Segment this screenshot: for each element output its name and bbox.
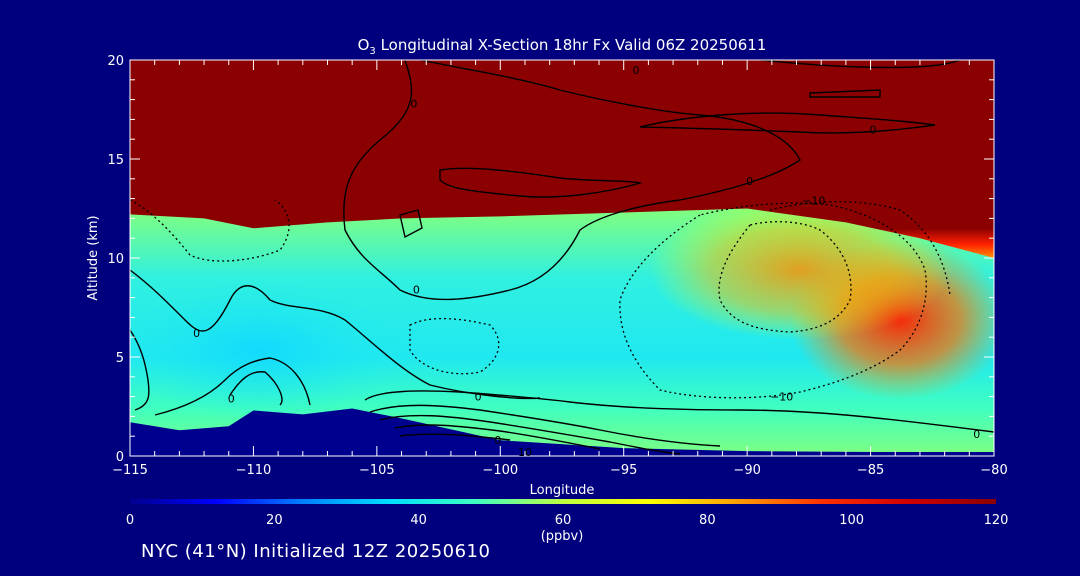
x-axis: −115 −110 −105 −100 −95 −90 −85 −80 bbox=[112, 60, 1008, 478]
x-tick-label: −85 bbox=[857, 463, 884, 478]
contour-label: 0 bbox=[228, 393, 235, 406]
solid-contours bbox=[130, 60, 994, 455]
x-tick-label: −95 bbox=[610, 463, 637, 478]
contour-label: 0 bbox=[870, 123, 877, 136]
contour-label: 0 bbox=[494, 434, 501, 447]
colorbar-tick-label: 100 bbox=[839, 513, 864, 528]
x-tick-label: −105 bbox=[359, 463, 395, 478]
colorbar-tick-label: 80 bbox=[699, 513, 716, 528]
y-tick-label: 20 bbox=[107, 54, 124, 69]
y-tick-label: 15 bbox=[107, 153, 124, 168]
y-tick-label: 0 bbox=[116, 450, 124, 465]
y-axis-title: Altitude (km) bbox=[86, 215, 101, 300]
contour-label: 0 bbox=[973, 428, 980, 441]
colorbar-tick-label: 120 bbox=[984, 513, 1009, 528]
contour-label: −10 bbox=[770, 391, 793, 404]
ozone-field bbox=[130, 60, 994, 456]
colorbar-unit: (ppbv) bbox=[541, 529, 584, 544]
x-tick-label: −115 bbox=[112, 463, 148, 478]
dashed-contours bbox=[130, 199, 951, 399]
x-tick-label: −90 bbox=[733, 463, 760, 478]
colorbar-ticks: 0 20 40 60 80 100 120 bbox=[126, 513, 1009, 528]
chart-title: O3 Longitudinal X-Section 18hr Fx Valid … bbox=[358, 36, 767, 57]
x-tick-label: −110 bbox=[236, 463, 272, 478]
contour-labels: 0 0 0 0 0 0 0 0 0 0 −10 −10 10 bbox=[193, 64, 980, 459]
contour-label: −10 bbox=[802, 195, 825, 208]
colorbar-tick-label: 0 bbox=[126, 513, 134, 528]
low-ozone-region bbox=[130, 280, 400, 420]
stratosphere-fill bbox=[130, 60, 994, 258]
x-tick-label: −80 bbox=[980, 463, 1007, 478]
footer-caption: NYC (41°N) Initialized 12Z 20250610 bbox=[141, 541, 491, 562]
contour-label: 0 bbox=[410, 98, 417, 111]
terrain-mask bbox=[130, 408, 994, 456]
y-axis: 0 5 10 15 20 bbox=[107, 54, 994, 465]
colorbar-tick-label: 40 bbox=[410, 513, 427, 528]
contour-label: 0 bbox=[475, 391, 482, 404]
colorbar bbox=[130, 499, 996, 504]
x-axis-title: Longitude bbox=[530, 483, 595, 498]
contour-label: 0 bbox=[193, 327, 200, 340]
contour-label: 10 bbox=[518, 446, 532, 459]
x-tick-label: −100 bbox=[482, 463, 518, 478]
colorbar-tick-label: 20 bbox=[266, 513, 283, 528]
y-tick-label: 10 bbox=[107, 252, 124, 267]
contour-label: 0 bbox=[633, 64, 640, 77]
colorbar-tick-label: 60 bbox=[555, 513, 572, 528]
y-tick-label: 5 bbox=[116, 351, 124, 366]
elevated-ozone-region bbox=[650, 200, 950, 340]
contour-label: 0 bbox=[413, 284, 420, 297]
contour-label: 0 bbox=[746, 175, 753, 188]
